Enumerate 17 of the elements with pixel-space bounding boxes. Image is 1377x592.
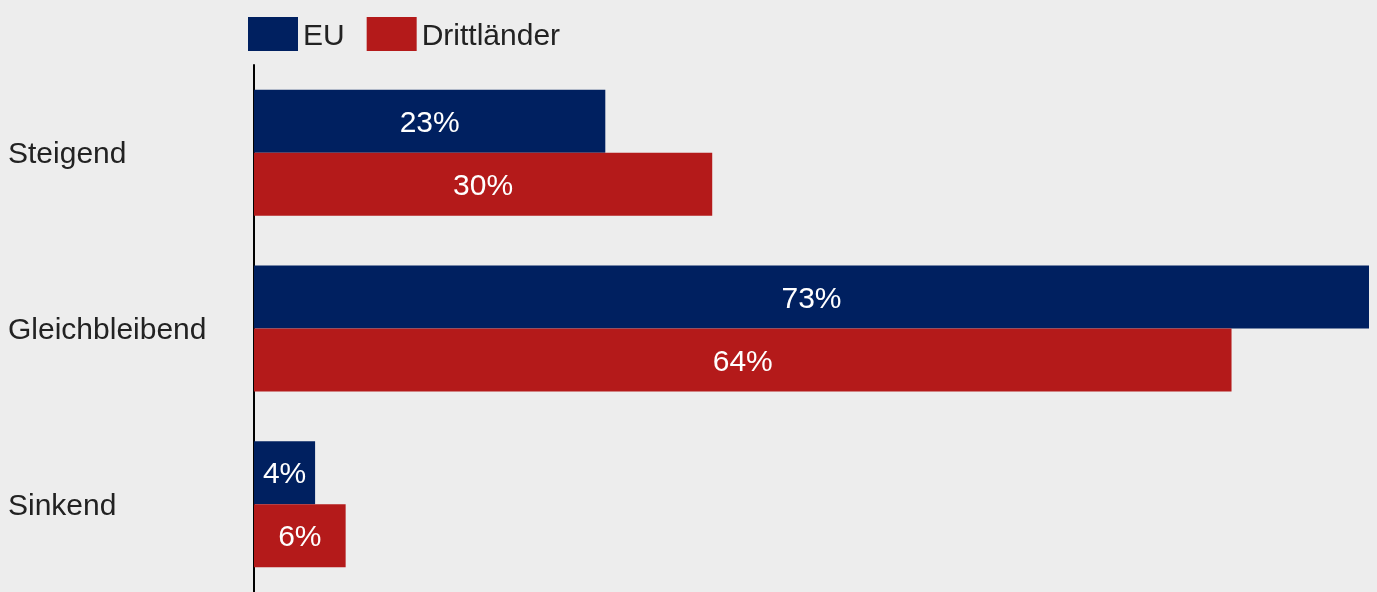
bar <box>254 152 713 216</box>
data-label: 64% <box>712 343 773 377</box>
y-tick-label: Gleichbleibend <box>8 312 207 345</box>
legend-label: EU <box>303 17 345 51</box>
legend-label: Drittländer <box>421 17 561 51</box>
data-label: 30% <box>453 167 514 201</box>
data-label: 23% <box>399 104 460 138</box>
bar <box>254 265 1369 329</box>
data-label: 4% <box>262 456 307 490</box>
bar <box>254 89 606 153</box>
y-tick-label: Steigend <box>8 136 127 170</box>
y-tick-label: Sinkend <box>8 487 117 521</box>
bar <box>254 504 346 568</box>
bar <box>254 441 316 505</box>
data-label: 73% <box>781 280 842 314</box>
data-label: 6% <box>278 519 322 553</box>
bar <box>254 328 1232 392</box>
